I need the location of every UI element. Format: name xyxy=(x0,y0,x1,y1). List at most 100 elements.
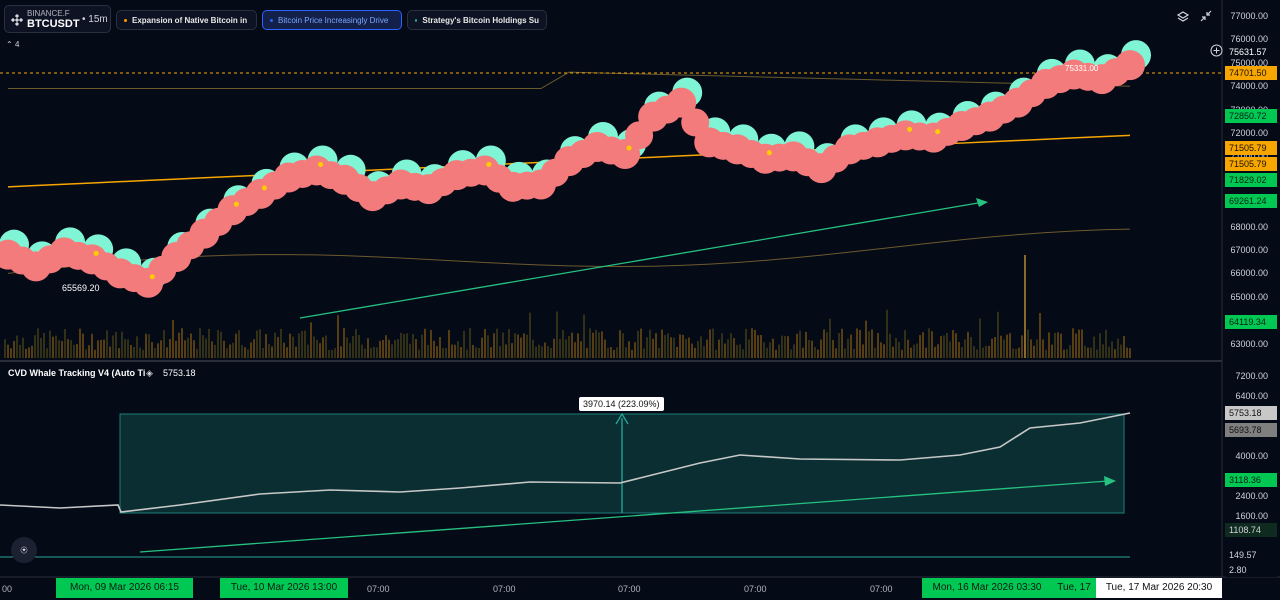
volume-bar xyxy=(331,349,333,358)
volume-bar xyxy=(715,349,717,358)
volume-bar xyxy=(976,349,978,358)
price-tag: 64119.34 xyxy=(1225,315,1277,329)
sell-bubble xyxy=(64,241,93,270)
layers-icon[interactable] xyxy=(1176,10,1190,24)
volume-bar xyxy=(1033,345,1035,358)
volume-bar xyxy=(817,349,819,358)
volume-bar xyxy=(850,334,852,358)
news-chip-native-bitcoin[interactable]: Expansion of Native Bitcoin in xyxy=(116,10,257,30)
volume-bar xyxy=(208,328,210,358)
volume-bar xyxy=(448,329,450,358)
interval-label[interactable]: • 15m xyxy=(82,14,108,25)
volume-bar xyxy=(289,333,291,358)
volume-bar xyxy=(880,342,882,358)
volume-bar xyxy=(358,335,360,358)
volume-bar xyxy=(22,337,24,358)
cvd-axis-label: 2400.00 xyxy=(1235,491,1268,501)
volume-bar xyxy=(550,347,552,358)
volume-bar xyxy=(493,333,495,358)
symbol-label: BTCUSDT xyxy=(27,18,80,30)
volume-bar xyxy=(547,346,549,358)
volume-bar xyxy=(1078,329,1080,358)
volume-bar xyxy=(103,339,105,358)
volume-bar xyxy=(676,346,678,358)
volume-bar xyxy=(1129,348,1131,358)
volume-bar xyxy=(667,333,669,358)
volume-bar xyxy=(256,330,258,358)
signal-dot xyxy=(907,126,913,132)
volume-bar xyxy=(1126,347,1128,358)
price-axis-label: 63000.00 xyxy=(1230,338,1268,349)
price-axis-label: 72000.00 xyxy=(1230,128,1268,138)
trend-arrow-head-icon xyxy=(976,198,988,207)
volume-bar xyxy=(556,311,558,358)
volume-bar xyxy=(679,334,681,358)
volume-bar xyxy=(1051,344,1053,358)
volume-bar xyxy=(580,341,582,358)
volume-bar xyxy=(970,337,972,358)
volume-bar xyxy=(364,348,366,358)
volume-bar xyxy=(352,336,354,358)
time-label: 07:00 xyxy=(493,584,516,594)
sell-bubble xyxy=(344,173,373,202)
volume-bar xyxy=(1093,336,1095,358)
add-alert-icon[interactable] xyxy=(1210,44,1223,57)
volume-bar xyxy=(328,349,330,358)
volume-bar xyxy=(67,339,69,358)
volume-bar xyxy=(385,335,387,358)
volume-bar xyxy=(355,329,357,358)
tradingview-logo-icon[interactable]: ⍟ xyxy=(11,537,37,563)
volume-bar xyxy=(436,346,438,358)
volume-bar xyxy=(73,344,75,358)
news-chip-price-driven[interactable]: Bitcoin Price Increasingly Drive xyxy=(262,10,402,30)
volume-bar xyxy=(604,339,606,358)
volume-bar xyxy=(736,344,738,358)
sell-bubble xyxy=(933,117,962,146)
volume-bar xyxy=(754,329,756,358)
collapse-icon[interactable] xyxy=(1199,9,1213,23)
volume-bar xyxy=(472,345,474,358)
volume-bar xyxy=(34,335,36,358)
price-axis-label: 66000.00 xyxy=(1230,268,1268,279)
sell-bubble xyxy=(793,148,822,177)
volume-bar xyxy=(949,341,951,358)
volume-bar xyxy=(187,337,189,358)
low-price-label: 65569.20 xyxy=(62,283,100,293)
volume-bar xyxy=(478,347,480,358)
cvd-axis-label: 6400.00 xyxy=(1235,391,1268,401)
volume-bar xyxy=(820,339,822,358)
volume-bar xyxy=(43,332,45,358)
volume-bar xyxy=(16,335,18,358)
cvd-title[interactable]: CVD Whale Tracking V4 (Auto Ti xyxy=(8,368,146,378)
signal-dot xyxy=(261,185,267,191)
volume-bar xyxy=(889,333,891,358)
volume-bar xyxy=(322,337,324,358)
volume-bar xyxy=(937,344,939,358)
volume-bar xyxy=(454,344,456,358)
volume-bar xyxy=(457,341,459,358)
indicators-toggle[interactable]: ⌃ 4 xyxy=(6,40,20,49)
symbol-selector[interactable]: BINANCE.F BTCUSDT • 15m xyxy=(4,5,111,33)
volume-bar xyxy=(61,340,63,358)
sell-bubble xyxy=(120,264,149,293)
volume-bar xyxy=(88,345,90,358)
volume-bar xyxy=(325,335,327,358)
volume-bar xyxy=(694,347,696,358)
volume-bar xyxy=(49,330,51,358)
time-tag-measure-start: Tue, 10 Mar 2026 13:00 xyxy=(220,578,348,598)
volume-bar xyxy=(361,344,363,358)
volume-bar xyxy=(100,339,102,358)
sell-bubble xyxy=(961,107,990,136)
upper-band-line xyxy=(8,71,1131,90)
volume-bar xyxy=(661,329,663,358)
volume-bar xyxy=(292,336,294,358)
volume-bar xyxy=(211,341,213,358)
sell-bubble xyxy=(569,140,598,169)
volume-bar xyxy=(37,328,39,358)
sell-bubble xyxy=(316,161,345,190)
volume-bar xyxy=(1039,312,1041,358)
volume-bar xyxy=(136,336,138,358)
news-chip-strategy-holdings[interactable]: Strategy's Bitcoin Holdings Su xyxy=(407,10,547,30)
settings-icon[interactable]: ◈ xyxy=(146,368,153,378)
